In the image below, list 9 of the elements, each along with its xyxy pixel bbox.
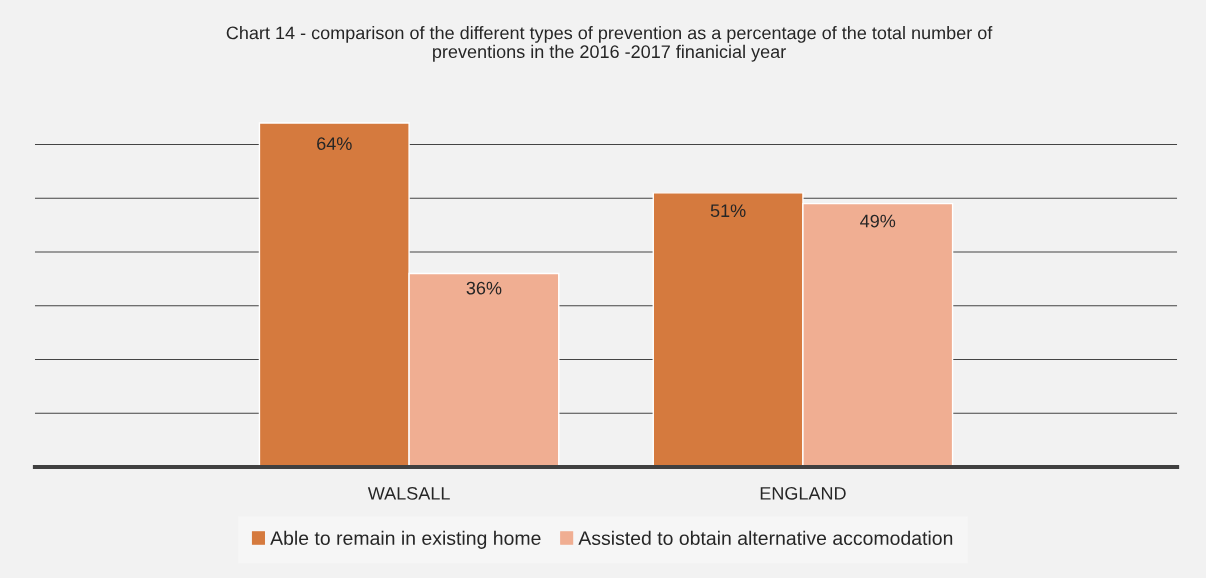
x-tick-label: ENGLAND bbox=[760, 486, 846, 500]
legend-label: Assisted to obtain alternative accomodation bbox=[578, 530, 953, 546]
x-tick-label: WALSALL bbox=[367, 486, 450, 500]
data-label: 49% bbox=[860, 214, 896, 228]
data-label: 51% bbox=[710, 204, 746, 218]
data-label: 64% bbox=[317, 137, 352, 150]
data-label: 36% bbox=[466, 281, 502, 295]
legend-label: Able to remain in existing home bbox=[270, 530, 541, 549]
chart-title: Chart 14 - comparison of the different types of prevention as a percentage of the total number of preventions in the 2016 -2017 finanicial year bbox=[226, 26, 993, 62]
